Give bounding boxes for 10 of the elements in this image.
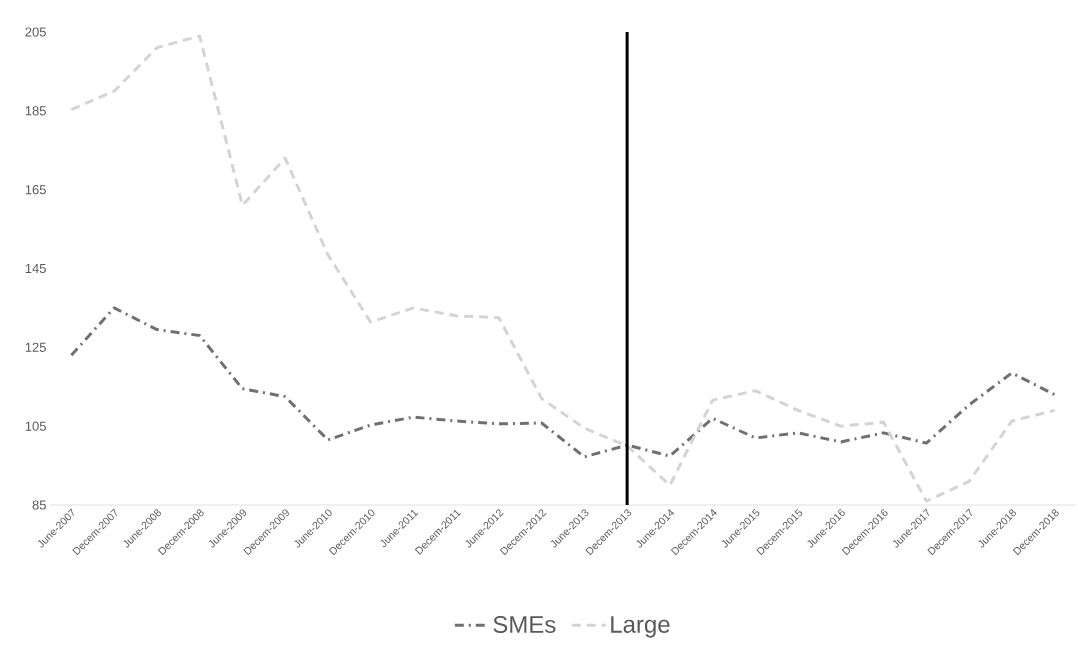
y-tick-label: 105 bbox=[25, 421, 46, 431]
y-tick-label: 185 bbox=[25, 106, 46, 116]
y-tick-label: 85 bbox=[32, 500, 46, 510]
line-series bbox=[69, 306, 1057, 459]
y-tick-label: 145 bbox=[25, 263, 46, 274]
y-tick-label: 165 bbox=[25, 185, 46, 195]
legend-label: SMEs bbox=[493, 616, 556, 634]
legend-label: Large bbox=[611, 616, 670, 638]
y-tick-label: 125 bbox=[25, 342, 46, 352]
y-tick-label: 205 bbox=[25, 27, 46, 37]
